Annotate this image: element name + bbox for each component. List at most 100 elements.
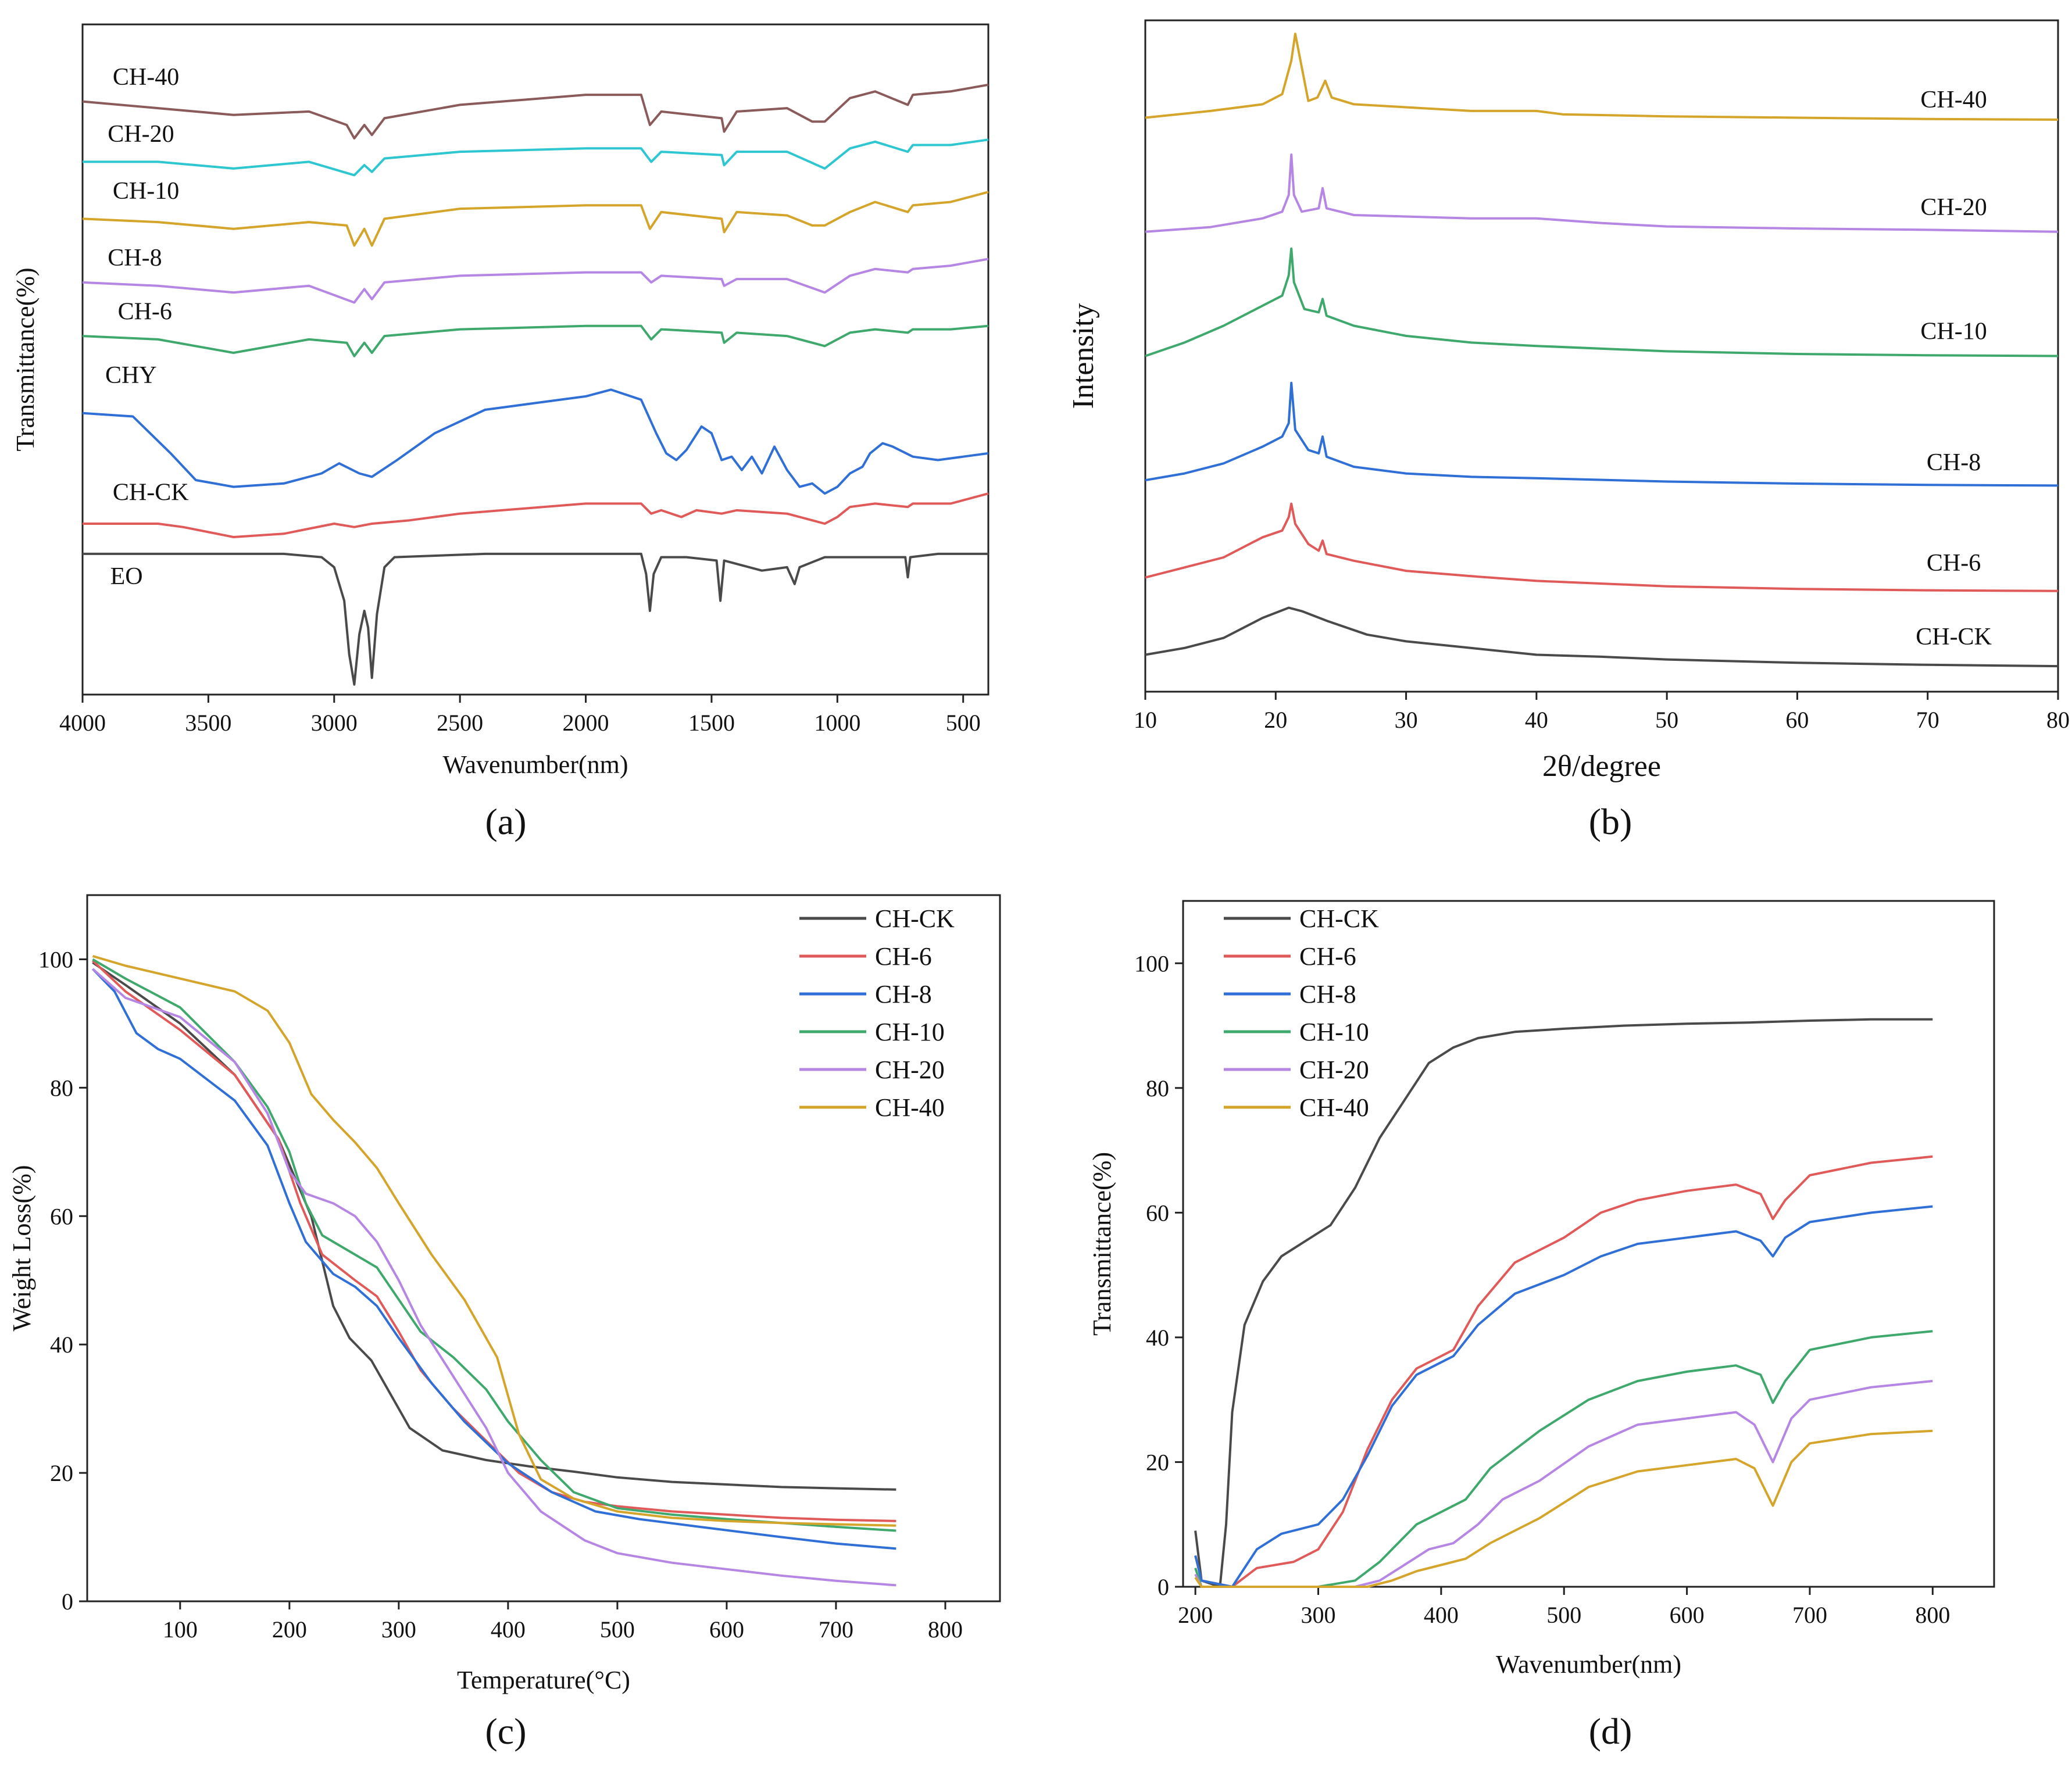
- legend-label: CH-40: [1299, 1093, 1369, 1122]
- y-tick-label: 20: [1146, 1449, 1169, 1475]
- legend-label: CH-6: [875, 942, 932, 971]
- series-label: CH-40: [1920, 87, 1987, 113]
- y-axis-label: Transmittance(%): [1088, 1152, 1116, 1336]
- y-tick-label: 60: [50, 1203, 73, 1229]
- legend-label: CH-10: [1299, 1018, 1369, 1046]
- y-tick-label: 20: [50, 1460, 73, 1486]
- x-axis-label: Wavenumber(nm): [443, 750, 628, 779]
- x-tick-label: 3500: [185, 710, 231, 736]
- x-tick-label: 20: [1264, 707, 1287, 733]
- x-tick-label: 70: [1916, 707, 1939, 733]
- x-tick-label: 600: [1670, 1602, 1705, 1628]
- series-label: CHY: [105, 362, 157, 389]
- x-tick-label: 2500: [437, 710, 483, 736]
- series-line-ch-ck: [83, 492, 989, 538]
- series-line-ch-20: [92, 968, 896, 1587]
- series-line-ch-20: [1145, 153, 2059, 233]
- series-label: CH-8: [108, 245, 162, 271]
- x-tick-label: 4000: [59, 710, 106, 736]
- series-line-ch-10: [1194, 1330, 1933, 1588]
- legend-label: CH-CK: [1299, 904, 1379, 933]
- y-axis-label: Weight Loss(%): [8, 1165, 36, 1331]
- legend-label: CH-CK: [875, 904, 955, 933]
- x-tick-label: 500: [1546, 1602, 1581, 1628]
- series-line-ch-40: [1194, 1429, 1933, 1588]
- series-line-ch-40: [82, 83, 989, 139]
- panel-label: (d): [1589, 1711, 1632, 1752]
- series-label: CH-CK: [1916, 624, 1992, 650]
- series-line-ch-8: [1145, 381, 2059, 487]
- x-tick-label: 600: [709, 1616, 744, 1643]
- legend-label: CH-8: [1299, 980, 1356, 1008]
- series-line-ch-40: [92, 954, 896, 1527]
- y-tick-label: 80: [50, 1075, 73, 1101]
- y-tick-label: 40: [50, 1332, 73, 1358]
- series-line-ch-6: [1194, 1155, 1933, 1588]
- y-tick-label: 0: [62, 1589, 73, 1615]
- series-line-ch-40: [1145, 33, 2059, 121]
- y-tick-label: 60: [1146, 1200, 1169, 1226]
- x-tick-label: 300: [381, 1616, 416, 1643]
- y-tick-label: 100: [38, 946, 73, 972]
- chart-panel-b: 10 20 30 40 50 60 70 80 2θ/degree Intensity CH-40 C…: [1067, 19, 2070, 842]
- y-tick-label: 100: [1134, 950, 1169, 976]
- series-line-ch-8: [82, 257, 989, 304]
- series-label: CH-10: [1920, 319, 1987, 345]
- series-line-ch-8: [1194, 1205, 1933, 1588]
- chart-panel-c: 100 200 300 400 500 600 700 800 0 20 40 60 80 100 Temp…: [8, 894, 1001, 1752]
- x-axis-label: Wavenumber(nm): [1496, 1650, 1681, 1679]
- series-line-ch-20: [1194, 1380, 1933, 1588]
- x-tick-label: 800: [1915, 1602, 1950, 1628]
- x-tick-label: 200: [272, 1616, 307, 1643]
- series-line-ch-10: [92, 958, 896, 1532]
- series-line-eo: [83, 552, 988, 686]
- x-tick-label: 700: [1792, 1602, 1827, 1628]
- x-tick-label: 400: [1424, 1602, 1459, 1628]
- panel-label: (c): [485, 1711, 526, 1752]
- legend-label: CH-40: [875, 1093, 945, 1122]
- series-line-ch-10: [82, 191, 989, 247]
- legend-label: CH-20: [875, 1056, 945, 1084]
- x-tick-label: 3000: [311, 710, 358, 736]
- legend-label: CH-20: [1299, 1056, 1369, 1084]
- series-label: CH-40: [113, 64, 179, 91]
- x-tick-label: 700: [819, 1616, 853, 1643]
- x-tick-label: 800: [928, 1616, 963, 1643]
- series-line-ch-8: [91, 968, 896, 1550]
- legend-label: CH-10: [875, 1018, 945, 1046]
- legend-label: CH-6: [1299, 942, 1356, 971]
- x-tick-label: 60: [1785, 707, 1809, 733]
- x-tick-label: 200: [1178, 1602, 1213, 1628]
- series-line-ch-6: [82, 324, 989, 357]
- series-line-ch-6: [1145, 502, 2059, 592]
- series-line-chy: [82, 388, 989, 495]
- panel-label: (a): [485, 801, 526, 842]
- plot-frame: [86, 894, 1001, 1602]
- y-tick-label: 0: [1158, 1574, 1169, 1600]
- y-axis-label: Intensity: [1067, 303, 1100, 409]
- x-tick-label: 40: [1525, 707, 1548, 733]
- legend-label: CH-8: [875, 980, 932, 1008]
- series-line-ch-10: [1145, 247, 2059, 357]
- series-label: CH-20: [108, 121, 174, 148]
- plot-frame: [81, 23, 989, 696]
- y-tick-label: 80: [1146, 1075, 1169, 1101]
- series-line-ch-ck: [1194, 1018, 1933, 1588]
- y-tick-label: 40: [1146, 1325, 1169, 1351]
- series-label: CH-6: [118, 298, 172, 325]
- series-line-ch-ck: [1145, 606, 2059, 668]
- x-tick-label: 500: [600, 1616, 635, 1643]
- x-tick-label: 2000: [563, 710, 609, 736]
- chart-panel-d: 200 300 400 500 600 700 800 0 20 40 60 80 100 Wavenum…: [1088, 900, 1995, 1752]
- x-axis-label: Temperature(°C): [457, 1666, 630, 1694]
- series-label: CH-6: [1927, 550, 1981, 577]
- y-axis-label: Transmittance(%): [11, 267, 40, 451]
- x-tick-label: 300: [1301, 1602, 1336, 1628]
- x-tick-label: 400: [491, 1616, 526, 1643]
- panel-label: (b): [1589, 801, 1632, 842]
- x-tick-label: 100: [163, 1616, 198, 1643]
- series-line-ch-20: [83, 138, 989, 177]
- x-tick-label: 30: [1395, 707, 1418, 733]
- x-tick-label: 1000: [814, 710, 860, 736]
